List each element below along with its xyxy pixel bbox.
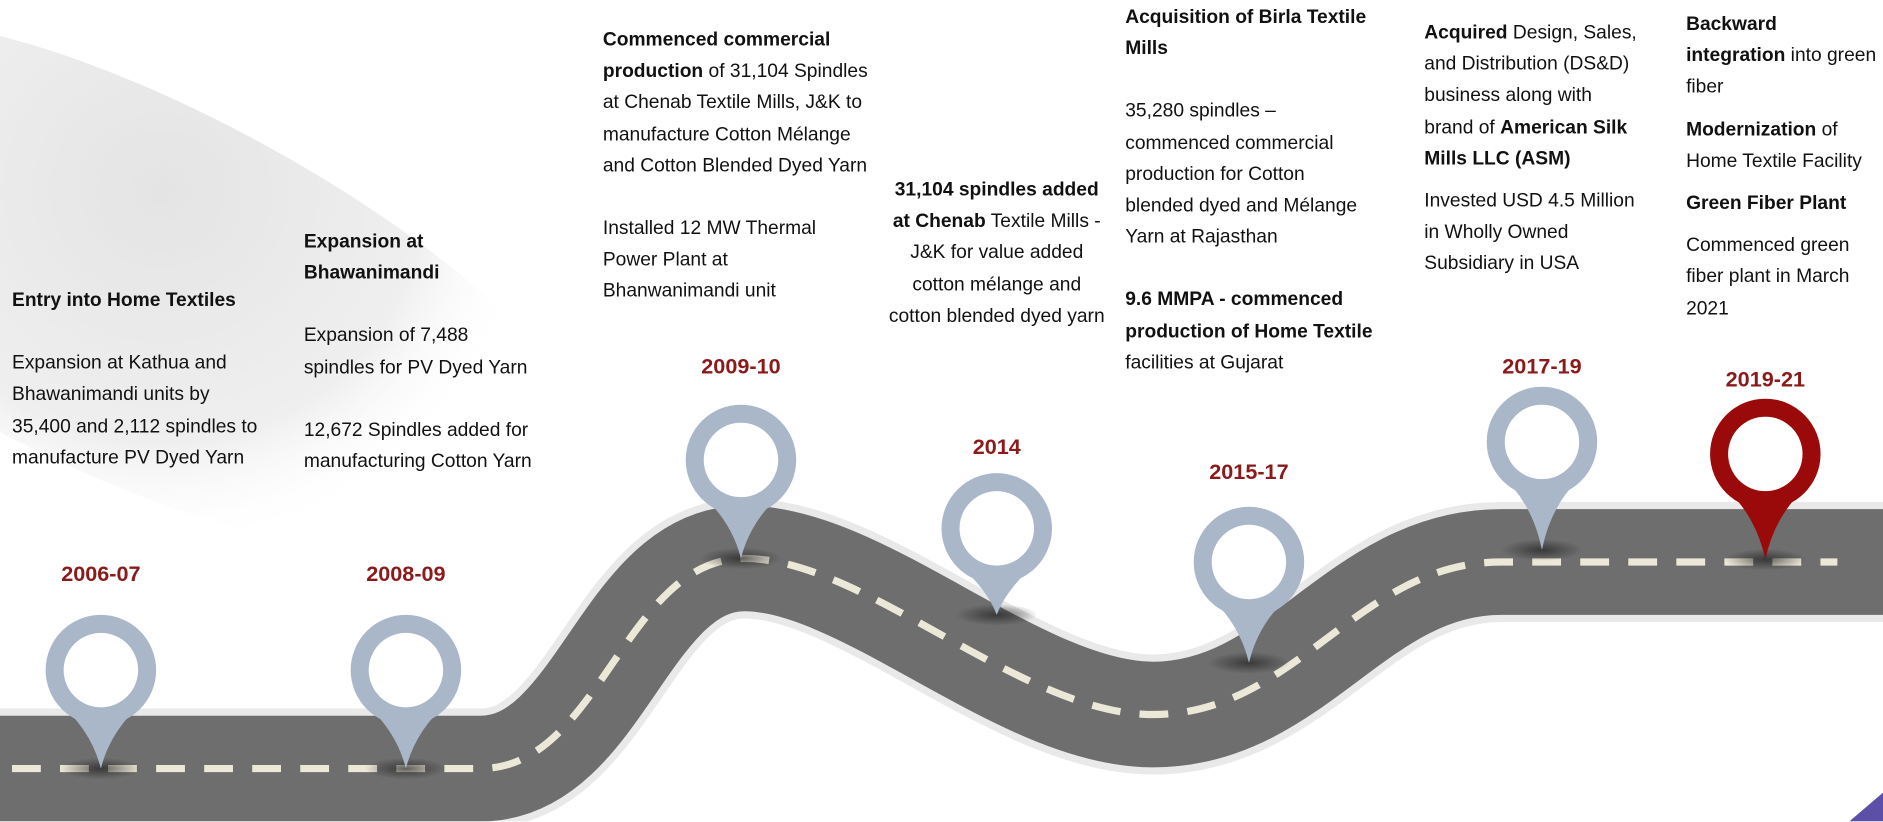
bold-text: Entry into Home Textiles [12, 290, 236, 312]
pin-hole [1211, 524, 1287, 600]
paragraph: 35,280 spindles – commenced commercial p… [1125, 97, 1377, 254]
road [0, 505, 1883, 822]
corner-decoration [1849, 792, 1883, 822]
year-label: 2009-10 [701, 354, 781, 379]
paragraph: Backward integration into green fiber [1686, 10, 1878, 104]
paragraph: Acquired Design, Sales, and Distribution… [1424, 18, 1638, 175]
bold-text: Green Fiber Plant [1686, 193, 1847, 214]
text: of 31,104 Spindles at Chenab Textile Mil… [602, 61, 868, 177]
bold-text: American Silk Mills LLC (ASM) [1424, 117, 1628, 170]
milestone-text: Entry into Home Textiles Expansion at Kat… [12, 286, 258, 506]
paragraph: Invested USD 4.5 Million in Wholly Owned… [1424, 186, 1638, 280]
text: 12,672 Spindles added for manufacturing … [303, 420, 532, 472]
text: Commenced green fiber plant in March 202… [1686, 235, 1850, 319]
paragraph: Acquisition of Birla Textile Mills [1125, 2, 1377, 65]
paragraph: Expansion at Bhawanimandi [304, 227, 532, 290]
pin-hole [1504, 404, 1580, 480]
text: into green fiber [1686, 45, 1877, 98]
paragraph: Installed 12 MW Thermal Power Plant at B… [603, 214, 870, 308]
paragraph: Modernization of Home Textile Facility [1686, 115, 1878, 178]
bold-text: 9.6 MMPA - commenced production of Home … [1125, 289, 1373, 342]
bold-text: 31,104 spindles added at Chenab [892, 180, 1099, 233]
text: Textile Mills - J&K for value added cott… [888, 211, 1105, 327]
pin-hole [368, 632, 444, 708]
text: facilities at Gujarat [1125, 352, 1284, 374]
bold-text: Acquired [1424, 22, 1508, 44]
pin-hole [1728, 416, 1803, 492]
pin-shadow [1208, 652, 1290, 674]
paragraph: Expansion at Kathua and Bhawanimandi uni… [12, 349, 258, 475]
pin-hole [703, 422, 779, 498]
text: Invested USD 4.5 Million in Wholly Owned… [1424, 190, 1635, 275]
year-label: 2015-17 [1209, 459, 1289, 484]
milestone-text: Acquired Design, Sales, and Distribution… [1424, 18, 1638, 291]
road-dashes [12, 554, 1838, 773]
paragraph: Entry into Home Textiles [12, 286, 258, 317]
pin-hole [959, 491, 1034, 566]
text: 35,280 spindles – commenced commercial p… [1125, 101, 1358, 248]
pin-shadow [1501, 539, 1583, 561]
bold-text: Modernization [1686, 119, 1817, 141]
milestone-text: Acquisition of Birla Textile Mills 35,280… [1125, 2, 1377, 410]
year-label: 2017-19 [1502, 354, 1582, 379]
milestone-text: Backward integration into green fiber Mod… [1686, 10, 1878, 336]
cloth-background [0, 36, 537, 553]
text: Expansion of 7,488 spindles for PV Dyed … [303, 325, 528, 378]
bold-text: Expansion at Bhawanimandi [303, 231, 440, 284]
text: Expansion at Kathua and Bhawanimandi uni… [12, 353, 258, 469]
pin-hole [63, 632, 139, 708]
paragraph: 31,104 spindles added at Chenab Textile … [889, 175, 1105, 332]
bold-text: Acquisition of Birla Textile Mills [1125, 7, 1367, 60]
year-label: 2019-21 [1725, 367, 1805, 392]
paragraph: 9.6 MMPA - commenced production of Home … [1125, 285, 1377, 379]
paragraph: Green Fiber Plant [1686, 189, 1878, 220]
year-label: 2014 [972, 434, 1021, 459]
bold-text: Commenced commercial production [602, 30, 831, 82]
milestone-text: Expansion at Bhawanimandi Expansion of 7,… [304, 227, 532, 509]
year-label: 2008-09 [366, 562, 446, 587]
paragraph: Commenced commercial production of 31,10… [603, 25, 870, 182]
text: Design, Sales, and Distribution (DS&D) b… [1424, 22, 1637, 138]
paragraph: 12,672 Spindles added for manufacturing … [304, 415, 532, 478]
text: Installed 12 MW Thermal Power Plant at B… [602, 218, 817, 302]
text: of Home Textile Facility [1686, 119, 1862, 172]
paragraph: Expansion of 7,488 spindles for PV Dyed … [304, 321, 532, 384]
milestone-text: Commenced commercial production of 31,10… [603, 25, 870, 339]
bold-text: Backward integration [1686, 14, 1786, 67]
milestone-text: 31,104 spindles added at Chenab Textile … [889, 175, 1105, 364]
paragraph: Commenced green fiber plant in March 202… [1686, 231, 1878, 325]
year-label: 2006-07 [61, 562, 141, 587]
